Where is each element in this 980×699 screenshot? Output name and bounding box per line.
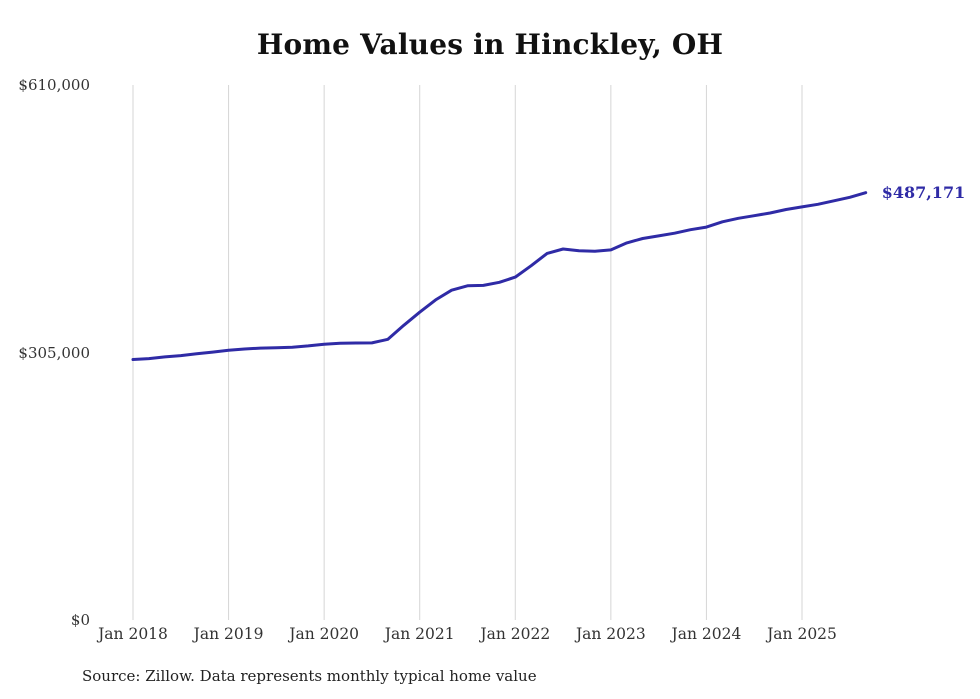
x-tick-label: Jan 2020 <box>289 625 360 643</box>
x-tick-label: Jan 2025 <box>767 625 837 643</box>
source-note: Source: Zillow. Data represents monthly … <box>82 667 537 685</box>
home-value-series-line <box>131 191 868 361</box>
x-tick-label: Jan 2019 <box>193 625 264 643</box>
x-tick-label: Jan 2018 <box>98 625 168 643</box>
chart-title: Home Values in Hinckley, OH <box>256 28 724 61</box>
x-tick-label: Jan 2023 <box>575 625 646 643</box>
latest-value-label: $487,171 <box>881 182 966 202</box>
y-tick-label: $610,000 <box>18 76 90 94</box>
x-tick-label: Jan 2021 <box>384 625 455 643</box>
y-tick-label: $305,000 <box>18 343 90 362</box>
y-tick-label: $0 <box>70 611 90 629</box>
x-tick-label: Jan 2022 <box>480 625 551 643</box>
x-tick-label: Jan 2024 <box>671 625 742 643</box>
